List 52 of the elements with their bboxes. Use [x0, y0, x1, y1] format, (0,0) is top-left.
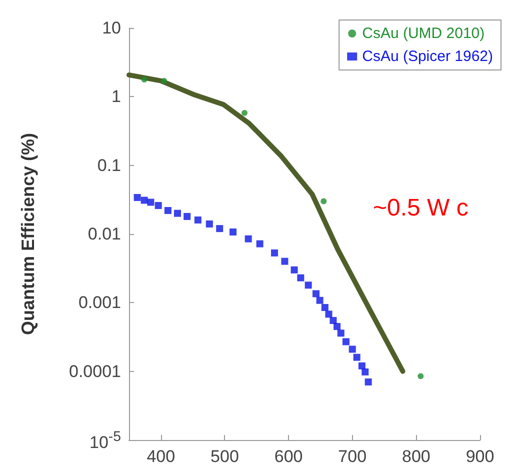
point [242, 110, 248, 116]
point [316, 296, 324, 304]
x-tick-label: 500 [210, 447, 239, 466]
y-axis-title: Quantum Efficiency (%) [18, 132, 38, 336]
point [216, 225, 224, 232]
point [358, 362, 366, 370]
point [161, 78, 168, 84]
y-tick-label: 0.001 [78, 293, 121, 312]
y-tick-label: 0.1 [97, 156, 121, 175]
point [297, 274, 304, 282]
point [206, 220, 213, 228]
point [244, 235, 252, 242]
point [256, 240, 264, 248]
point [362, 368, 369, 376]
point [271, 249, 278, 256]
point [320, 198, 327, 204]
point [342, 338, 350, 346]
point [353, 354, 360, 361]
x-tick-label: 600 [274, 447, 303, 466]
point [147, 198, 154, 206]
point [134, 194, 141, 202]
point [334, 322, 341, 330]
x-tick-label: 700 [338, 447, 367, 466]
point [337, 330, 344, 337]
point [174, 210, 181, 217]
y-tick-label: 10 [102, 18, 121, 38]
x-tick-label: 800 [402, 447, 430, 466]
point [304, 282, 312, 289]
point [290, 266, 298, 274]
annotation: ~0.5 W c [373, 194, 468, 222]
point [281, 258, 288, 265]
legend-label: CsAu (Spicer 1962) [362, 48, 494, 65]
y-tick-label: 0.01 [88, 224, 121, 244]
point [194, 216, 202, 224]
point [325, 310, 332, 318]
point [154, 202, 162, 210]
y-tick-label: 10$^{-5}$ [89, 428, 121, 453]
point [164, 206, 172, 214]
point [312, 290, 320, 298]
point [364, 378, 372, 386]
x-tick-label: 400 [146, 447, 176, 466]
point [348, 346, 356, 353]
point [141, 76, 148, 82]
legend-label: CsAu (UMD 2010) [362, 25, 485, 42]
x-tick-label: 900 [466, 447, 494, 466]
y-tick-label: 0.0001 [69, 362, 121, 381]
point [418, 373, 424, 380]
y-tick-label: 1 [112, 87, 121, 106]
point [330, 316, 337, 324]
point [321, 304, 328, 312]
point [184, 212, 191, 220]
point [230, 228, 237, 236]
